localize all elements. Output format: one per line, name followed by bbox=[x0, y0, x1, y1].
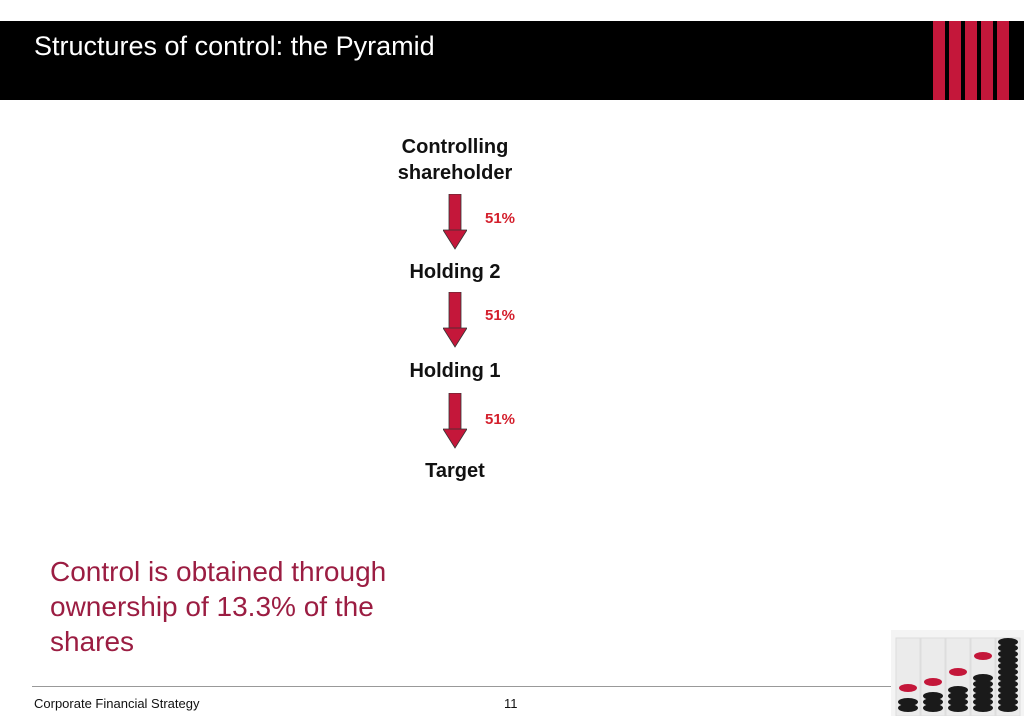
edge-percent-label: 51% bbox=[485, 411, 516, 428]
edge-percent-label: 51% bbox=[485, 210, 516, 227]
node-label-line2: shareholder bbox=[397, 162, 513, 184]
node-target: Target bbox=[425, 460, 485, 482]
conclusion-note: Control is obtained through ownership of… bbox=[50, 554, 430, 659]
node-label-line1: Controlling bbox=[401, 136, 509, 158]
stacked-tokens-image bbox=[891, 630, 1024, 716]
edge-percent-label: 51% bbox=[485, 307, 516, 324]
node-controlling-shareholder: Controlling shareholder bbox=[355, 134, 555, 186]
note-line: ownership of 13.3% of the bbox=[50, 591, 374, 622]
note-line: Control is obtained through bbox=[50, 556, 387, 587]
footer-course-name: Corporate Financial Strategy bbox=[34, 696, 200, 711]
page-number: 11 bbox=[504, 696, 518, 711]
down-arrow-icon bbox=[443, 194, 467, 250]
logo-bars-icon bbox=[931, 21, 1024, 100]
node-holding-2: Holding 2 bbox=[409, 261, 501, 283]
note-line: shares bbox=[50, 626, 135, 657]
down-arrow-icon bbox=[443, 292, 467, 348]
slide-title: Structures of control: the Pyramid bbox=[34, 31, 435, 61]
node-holding-1: Holding 1 bbox=[409, 360, 501, 382]
footer-divider bbox=[32, 686, 898, 687]
down-arrow-icon bbox=[443, 393, 467, 449]
title-bar: Structures of control: the Pyramid bbox=[0, 21, 1024, 100]
